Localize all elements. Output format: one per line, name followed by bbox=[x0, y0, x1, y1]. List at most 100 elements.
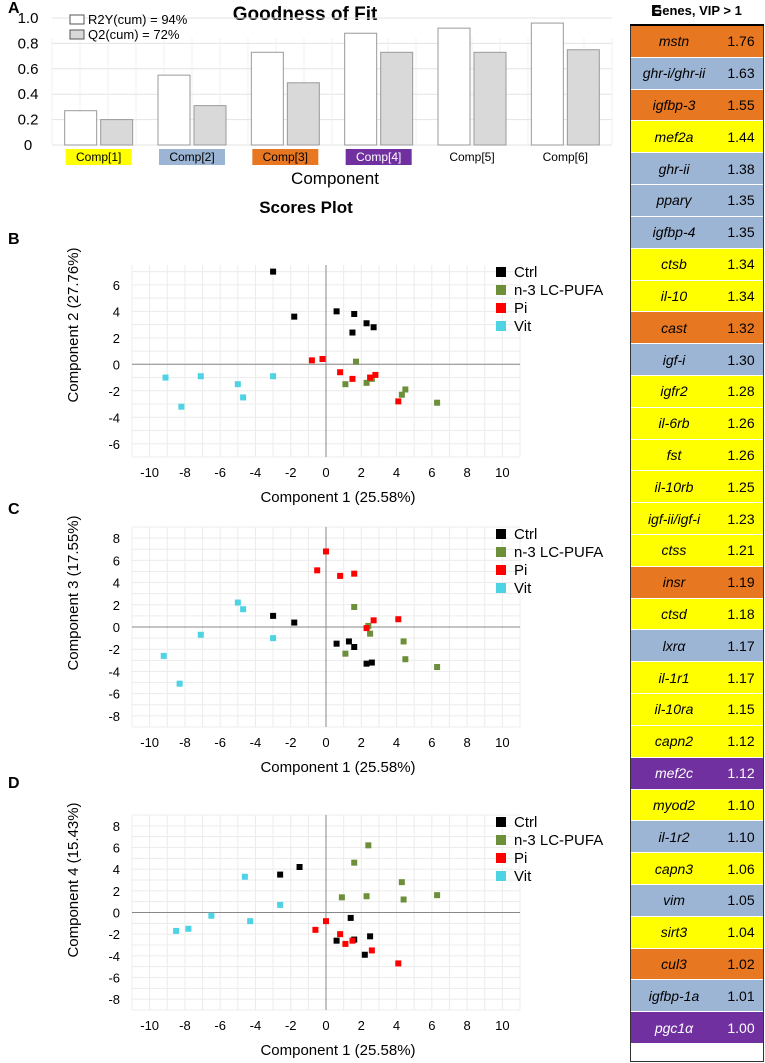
gene-vip-value: 1.15 bbox=[727, 701, 755, 718]
scatter-y-tick-label: -4 bbox=[108, 664, 120, 679]
gene-vip-value: 1.12 bbox=[727, 733, 755, 750]
scatter-x-tick-label: 2 bbox=[358, 735, 365, 750]
legend-swatch-ctrl bbox=[496, 817, 506, 827]
scatter-x-tick-label: 0 bbox=[322, 735, 329, 750]
gene-name: ctss bbox=[661, 542, 687, 559]
gene-row: vim 1.05 bbox=[630, 884, 764, 917]
scatter-y-tick-label: -4 bbox=[108, 410, 120, 425]
point-ctrl bbox=[347, 914, 354, 921]
point-vit bbox=[277, 901, 284, 908]
point-vit bbox=[197, 631, 204, 638]
point-pi bbox=[319, 356, 326, 363]
gene-name: ghr-i/ghr-ii bbox=[642, 65, 706, 82]
point-vit bbox=[173, 927, 180, 934]
gene-table-header: Genes, VIP > 1 bbox=[652, 3, 742, 18]
gene-vip-value: 1.17 bbox=[727, 669, 755, 686]
gene-vip-value: 1.12 bbox=[727, 765, 755, 782]
bar-r2y-6 bbox=[530, 22, 564, 146]
gene-row: ghr-ii 1.38 bbox=[630, 153, 764, 186]
point-vit bbox=[162, 374, 169, 381]
gene-vip-value: 1.23 bbox=[727, 510, 755, 527]
legend-swatch-pi bbox=[496, 303, 506, 313]
point-ctrl bbox=[270, 268, 277, 275]
point-ctrl bbox=[333, 308, 340, 315]
gene-name: igf-ii/igf-i bbox=[647, 510, 701, 527]
scatter-x-tick-label: -8 bbox=[179, 465, 191, 480]
scatter-y-tick-label: 4 bbox=[113, 576, 120, 591]
point-n-3-lc-pufa bbox=[434, 892, 441, 899]
bar-y-tick-label: 0.2 bbox=[18, 112, 39, 129]
point-pi bbox=[337, 931, 344, 938]
gene-name: myod2 bbox=[652, 796, 696, 813]
scatter-x-tick-label: 4 bbox=[393, 735, 400, 750]
gene-row: mef2a 1.44 bbox=[630, 121, 764, 154]
scatter-x-tick-label: 10 bbox=[495, 465, 509, 480]
point-ctrl bbox=[296, 864, 303, 870]
gene-row: igfr2 1.28 bbox=[630, 375, 764, 408]
scatter-x-tick-label: -10 bbox=[140, 465, 159, 480]
gene-name: igfr2 bbox=[660, 383, 688, 400]
point-ctrl bbox=[270, 612, 277, 619]
panel-letter-c: C bbox=[8, 501, 20, 518]
gene-row: il-1r2 1.10 bbox=[630, 821, 764, 854]
scatter-x-tick-label: 6 bbox=[428, 735, 435, 750]
point-vit bbox=[197, 373, 204, 380]
legend-label-vit: Vit bbox=[514, 868, 532, 885]
panel-letter-d: D bbox=[8, 775, 20, 792]
point-n-3-lc-pufa bbox=[400, 896, 407, 903]
point-n-3-lc-pufa bbox=[351, 604, 358, 610]
gene-name: il-10 bbox=[660, 287, 688, 304]
gene-vip-value: 1.04 bbox=[727, 924, 755, 941]
point-n-3-lc-pufa bbox=[342, 650, 349, 657]
scatter-y-tick-label: -8 bbox=[108, 992, 120, 1007]
bar-q2-2 bbox=[193, 105, 227, 146]
point-pi bbox=[395, 398, 402, 405]
bar-y-tick-label: 0.8 bbox=[18, 35, 39, 52]
scatter-x-tick-label: 6 bbox=[428, 465, 435, 480]
point-pi bbox=[349, 375, 356, 382]
bar-q2-4 bbox=[380, 51, 414, 146]
bar-chart-title: Goodness of Fit bbox=[233, 4, 378, 25]
gene-row: il-6rb 1.26 bbox=[630, 407, 764, 440]
bar-r2y-5 bbox=[437, 27, 471, 146]
gene-vip-value: 1.63 bbox=[727, 65, 755, 82]
scatter-x-tick-label: -4 bbox=[250, 1018, 262, 1033]
point-n-3-lc-pufa bbox=[434, 664, 441, 670]
scatter-x-tick-label: -6 bbox=[214, 1018, 226, 1033]
gene-vip-value: 1.26 bbox=[727, 446, 755, 463]
point-ctrl bbox=[367, 933, 374, 940]
point-ctrl bbox=[277, 871, 284, 878]
point-n-3-lc-pufa bbox=[338, 894, 345, 901]
bar-x-axis-label: Component bbox=[291, 169, 379, 188]
bar-q2-1 bbox=[100, 119, 134, 146]
gene-row: myod2 1.10 bbox=[630, 789, 764, 822]
scatter-x-tick-label: 4 bbox=[393, 465, 400, 480]
point-pi bbox=[312, 926, 319, 933]
panel-letter-a: A bbox=[8, 0, 20, 17]
point-n-3-lc-pufa bbox=[352, 358, 359, 365]
gene-row: mef2c 1.12 bbox=[630, 757, 764, 790]
gene-name: ctsd bbox=[661, 606, 687, 623]
gene-name: igfbp-4 bbox=[652, 224, 696, 241]
gene-row: il-1r1 1.17 bbox=[630, 662, 764, 695]
gene-row: cast 1.32 bbox=[630, 312, 764, 345]
bar-category-label: Comp[3] bbox=[263, 150, 308, 164]
scatter-y-axis-label: Component 2 (27.76%) bbox=[65, 247, 82, 402]
scatter-x-tick-label: 10 bbox=[495, 1018, 509, 1033]
point-n-3-lc-pufa bbox=[402, 656, 409, 663]
gene-name: igf-i bbox=[662, 351, 686, 368]
scatter-y-tick-label: -2 bbox=[108, 642, 120, 657]
point-n-3-lc-pufa bbox=[365, 842, 372, 849]
scores-plot-title: Scores Plot bbox=[259, 198, 353, 217]
gene-vip-value: 1.30 bbox=[727, 351, 755, 368]
bar-y-tick-label: 0 bbox=[24, 137, 32, 154]
gene-name: insr bbox=[662, 574, 686, 591]
gene-name: igfbp-1a bbox=[648, 987, 700, 1004]
gene-row: ghr-i/ghr-ii 1.63 bbox=[630, 57, 764, 90]
scatter-x-tick-label: -6 bbox=[214, 735, 226, 750]
point-n-3-lc-pufa bbox=[342, 381, 349, 388]
point-ctrl bbox=[345, 638, 352, 645]
scatter-y-tick-label: -6 bbox=[108, 971, 120, 986]
point-pi bbox=[323, 918, 329, 925]
